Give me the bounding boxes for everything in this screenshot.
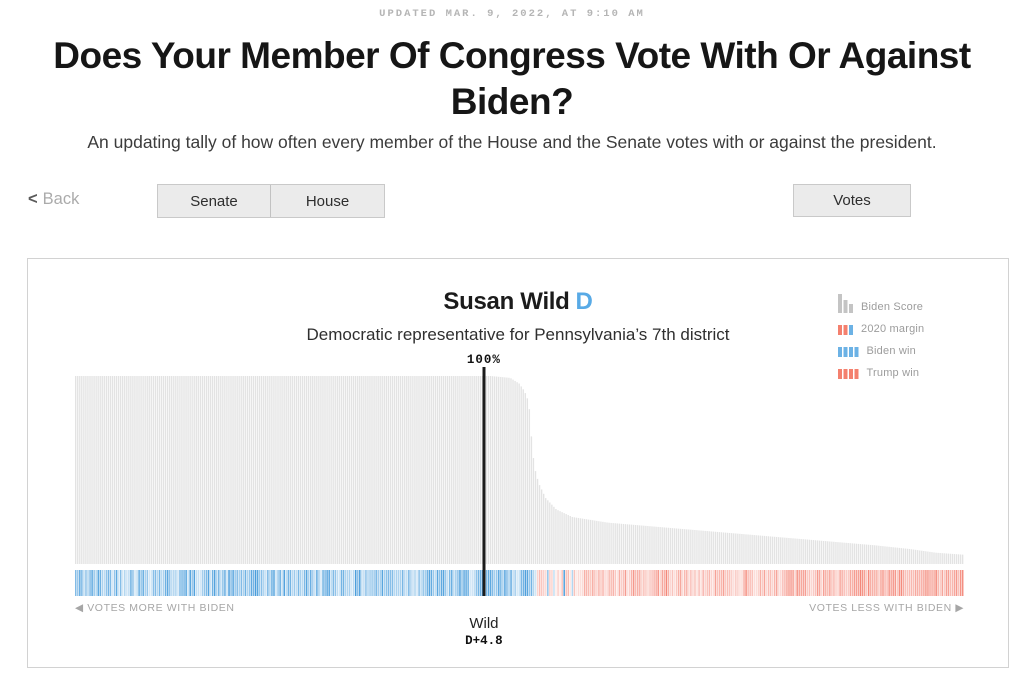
chart-legend: Biden Score 2020 margin Biden win Trump win [838, 292, 988, 383]
score-axis-top-label: 100% [466, 353, 501, 367]
chart-panel: Susan Wild D Democratic representative fo… [27, 258, 1009, 668]
highlight-member-label: Wild [469, 615, 499, 632]
legend-item: Biden Score [838, 292, 988, 313]
biden-score-chart[interactable]: 100% ◀ VOTES MORE WITH BIDEN VOTES LESS … [75, 353, 964, 656]
legend-item: 2020 margin [838, 317, 988, 335]
axis-labels: ◀ VOTES MORE WITH BIDEN VOTES LESS WITH … [75, 602, 964, 614]
toolbar: < Back Senate House Votes [0, 184, 1024, 218]
member-name: Susan Wild [443, 288, 570, 315]
page-title: Does Your Member Of Congress Vote With O… [53, 35, 971, 122]
legend-item: Trump win [838, 361, 988, 379]
tab-house[interactable]: House [270, 185, 384, 217]
chevron-left-icon: < [28, 190, 38, 208]
back-label: Back [42, 190, 80, 208]
legend-label: 2020 margin [861, 323, 925, 335]
trump-win-bars-icon [838, 369, 859, 379]
legend-item: Biden win [838, 339, 988, 357]
chamber-toggle: Senate House [157, 184, 385, 218]
page-subtitle: An updating tally of how often every mem… [87, 132, 937, 152]
member-party-badge: D [575, 288, 593, 315]
score-bars [75, 376, 964, 564]
legend-label: Trump win [866, 367, 920, 379]
tab-senate[interactable]: Senate [158, 185, 270, 217]
biden-win-bars-icon [838, 347, 859, 357]
back-link[interactable]: < Back [28, 190, 79, 209]
legend-label: Biden win [866, 345, 916, 357]
votes-button[interactable]: Votes [793, 184, 911, 217]
margin-bars-icon [838, 325, 853, 335]
axis-right-label: VOTES LESS WITH BIDEN ▶ [809, 602, 964, 614]
member-description: Democratic representative for Pennsylvan… [306, 325, 730, 344]
highlight-marker-line [482, 367, 486, 596]
legend-label: Biden Score [861, 301, 924, 313]
member-title: Susan Wild D [28, 288, 1008, 316]
highlight-margin-label: D+4.8 [465, 634, 503, 648]
updated-timestamp: UPDATED MAR. 9, 2022, AT 9:10 AM [379, 8, 645, 20]
score-bars-icon [838, 294, 853, 313]
axis-left-label: ◀ VOTES MORE WITH BIDEN [75, 602, 235, 614]
margin-strip [75, 570, 964, 596]
